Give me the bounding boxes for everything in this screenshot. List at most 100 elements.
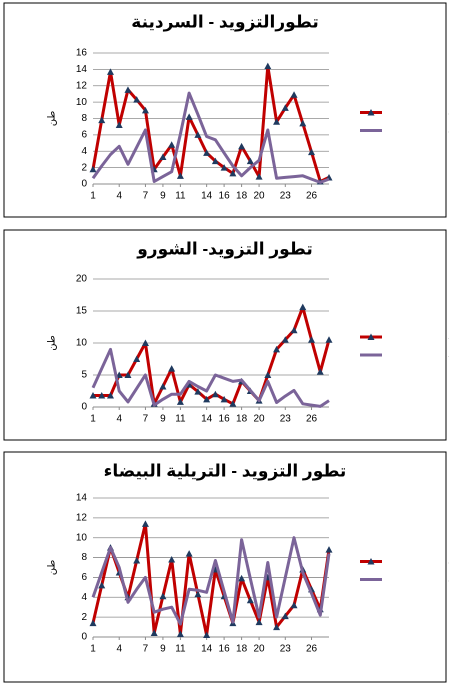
- point-marker: [220, 164, 228, 171]
- y-tick-label: 8: [81, 113, 87, 124]
- point-marker: [325, 546, 333, 553]
- y-tick-label: 2: [81, 162, 87, 173]
- y-tick-label: 4: [81, 592, 87, 603]
- point-marker: [124, 371, 132, 378]
- x-tick-label: 20: [254, 414, 266, 425]
- point-marker: [194, 590, 202, 598]
- chart-title: تطور التزويد - التريلية البيضاء: [104, 461, 347, 481]
- point-marker: [98, 116, 106, 124]
- x-tick-label: 14: [201, 414, 213, 425]
- point-marker: [246, 596, 254, 604]
- point-marker: [281, 336, 289, 343]
- y-tick-label: 10: [76, 338, 88, 349]
- point-marker: [185, 113, 193, 120]
- y-tick-label: 0: [81, 179, 87, 190]
- chart-frame: [3, 451, 447, 683]
- y-tick-label: 0: [81, 632, 87, 643]
- y-axis-label: طن: [47, 335, 58, 351]
- x-tick-label: 1: [90, 191, 96, 202]
- point-marker: [325, 336, 333, 343]
- point-marker: [176, 630, 184, 638]
- y-tick-label: 4: [81, 146, 87, 157]
- chart-title: تطورالتزويد - السردينة: [131, 12, 318, 32]
- y-tick-label: 16: [76, 48, 88, 59]
- point-marker: [89, 391, 97, 399]
- x-tick-label: 4: [116, 191, 122, 202]
- legend-marker: [367, 333, 375, 340]
- point-marker: [185, 550, 193, 557]
- point-marker: [203, 631, 211, 639]
- x-tick-label: 11: [175, 644, 186, 655]
- point-marker: [89, 619, 97, 627]
- point-marker: [106, 391, 114, 399]
- series-line: [91, 536, 331, 626]
- x-tick-label: 20: [254, 191, 266, 202]
- y-tick-label: 14: [76, 64, 88, 75]
- x-tick-label: 11: [175, 414, 186, 425]
- point-marker: [115, 121, 123, 129]
- point-marker: [281, 612, 289, 620]
- y-tick-label: 5: [81, 370, 87, 381]
- point-marker: [176, 172, 184, 179]
- x-tick-label: 26: [306, 191, 318, 202]
- legend-marker: [367, 558, 375, 565]
- y-tick-label: 15: [76, 306, 88, 317]
- y-axis-label: طن: [47, 560, 58, 576]
- y-tick-label: 2: [81, 612, 87, 623]
- point-marker: [299, 303, 307, 311]
- point-marker: [255, 173, 263, 180]
- series-line: [91, 347, 330, 408]
- point-marker: [255, 618, 263, 626]
- point-marker: [281, 104, 289, 111]
- x-tick-label: 7: [143, 414, 149, 425]
- point-marker: [203, 149, 211, 156]
- x-tick-label: 18: [236, 414, 248, 425]
- y-tick-label: 12: [76, 512, 88, 523]
- point-marker: [168, 556, 176, 563]
- series-line: [91, 91, 330, 184]
- point-marker: [194, 131, 202, 138]
- x-tick-label: 23: [280, 414, 292, 425]
- point-marker: [133, 355, 141, 362]
- point-marker: [273, 345, 281, 353]
- x-tick-label: 7: [143, 191, 149, 202]
- point-marker: [211, 390, 219, 398]
- point-marker: [176, 398, 184, 405]
- legend-marker: [367, 109, 375, 116]
- x-tick-label: 4: [116, 414, 122, 425]
- point-marker: [229, 400, 237, 407]
- y-tick-label: 6: [81, 572, 87, 583]
- point-marker: [194, 388, 202, 395]
- point-marker: [141, 339, 149, 346]
- y-tick-label: 14: [76, 493, 88, 504]
- point-marker: [290, 91, 298, 98]
- point-marker: [124, 86, 132, 93]
- point-marker: [273, 118, 281, 125]
- x-tick-label: 23: [280, 644, 292, 655]
- y-tick-label: 10: [76, 97, 88, 108]
- point-marker: [168, 365, 176, 372]
- point-marker: [159, 153, 167, 160]
- x-tick-label: 9: [160, 191, 166, 202]
- point-marker: [299, 119, 307, 127]
- point-marker: [150, 629, 158, 637]
- point-marker: [308, 336, 316, 343]
- point-marker: [141, 106, 149, 114]
- x-tick-label: 7: [143, 644, 149, 655]
- point-marker: [264, 62, 272, 70]
- point-marker: [141, 520, 149, 527]
- y-tick-label: 8: [81, 552, 87, 563]
- point-marker: [168, 141, 176, 148]
- point-marker: [316, 368, 324, 375]
- x-tick-label: 23: [280, 191, 292, 202]
- point-marker: [238, 142, 246, 150]
- x-tick-label: 18: [236, 191, 248, 202]
- series-line: [93, 305, 331, 406]
- point-marker: [98, 391, 106, 399]
- y-tick-label: 0: [81, 402, 87, 413]
- chart-frame: [3, 2, 447, 218]
- y-tick-label: 6: [81, 130, 87, 141]
- point-marker: [203, 395, 211, 403]
- point-marker: [290, 326, 298, 334]
- point-marker: [229, 169, 237, 177]
